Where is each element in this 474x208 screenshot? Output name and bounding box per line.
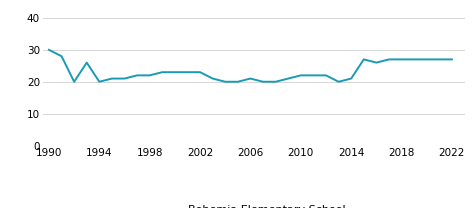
Bohemia Elementary School bbox=[210, 77, 216, 80]
Bohemia Elementary School bbox=[399, 58, 404, 61]
Bohemia Elementary School bbox=[285, 77, 291, 80]
Bohemia Elementary School bbox=[147, 74, 153, 77]
Bohemia Elementary School bbox=[235, 80, 241, 83]
Bohemia Elementary School bbox=[298, 74, 304, 77]
Bohemia Elementary School bbox=[260, 80, 266, 83]
Bohemia Elementary School bbox=[247, 77, 253, 80]
Bohemia Elementary School bbox=[273, 80, 278, 83]
Bohemia Elementary School bbox=[222, 80, 228, 83]
Bohemia Elementary School bbox=[97, 80, 102, 83]
Bohemia Elementary School bbox=[84, 61, 90, 64]
Bohemia Elementary School bbox=[424, 58, 429, 61]
Line: Bohemia Elementary School: Bohemia Elementary School bbox=[49, 50, 452, 82]
Bohemia Elementary School bbox=[411, 58, 417, 61]
Bohemia Elementary School bbox=[134, 74, 140, 77]
Bohemia Elementary School bbox=[361, 58, 366, 61]
Legend: Bohemia Elementary School: Bohemia Elementary School bbox=[157, 201, 350, 208]
Bohemia Elementary School bbox=[310, 74, 316, 77]
Bohemia Elementary School bbox=[386, 58, 392, 61]
Bohemia Elementary School bbox=[122, 77, 128, 80]
Bohemia Elementary School bbox=[374, 61, 379, 64]
Bohemia Elementary School bbox=[109, 77, 115, 80]
Bohemia Elementary School bbox=[71, 80, 77, 83]
Bohemia Elementary School bbox=[437, 58, 442, 61]
Bohemia Elementary School bbox=[348, 77, 354, 80]
Bohemia Elementary School bbox=[185, 71, 191, 73]
Bohemia Elementary School bbox=[197, 71, 203, 73]
Bohemia Elementary School bbox=[449, 58, 455, 61]
Bohemia Elementary School bbox=[323, 74, 329, 77]
Bohemia Elementary School bbox=[336, 80, 341, 83]
Bohemia Elementary School bbox=[159, 71, 165, 73]
Bohemia Elementary School bbox=[172, 71, 178, 73]
Bohemia Elementary School bbox=[46, 49, 52, 51]
Bohemia Elementary School bbox=[59, 55, 64, 57]
